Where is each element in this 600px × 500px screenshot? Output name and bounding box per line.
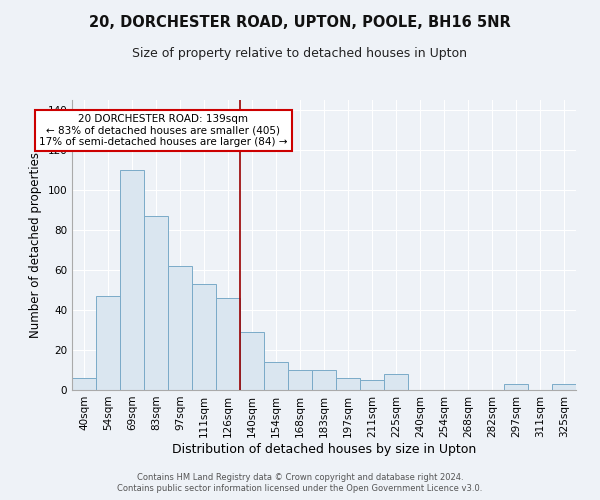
Text: Contains public sector information licensed under the Open Government Licence v3: Contains public sector information licen… xyxy=(118,484,482,493)
Bar xyxy=(240,332,264,390)
Bar xyxy=(168,266,192,390)
Bar xyxy=(120,170,144,390)
Text: 20 DORCHESTER ROAD: 139sqm
← 83% of detached houses are smaller (405)
17% of sem: 20 DORCHESTER ROAD: 139sqm ← 83% of deta… xyxy=(39,114,287,147)
Bar xyxy=(96,296,120,390)
Bar xyxy=(504,384,528,390)
Bar xyxy=(192,284,216,390)
Text: Size of property relative to detached houses in Upton: Size of property relative to detached ho… xyxy=(133,48,467,60)
Bar xyxy=(144,216,168,390)
Bar xyxy=(360,380,384,390)
Bar xyxy=(552,384,576,390)
Bar xyxy=(288,370,312,390)
Text: 20, DORCHESTER ROAD, UPTON, POOLE, BH16 5NR: 20, DORCHESTER ROAD, UPTON, POOLE, BH16 … xyxy=(89,15,511,30)
X-axis label: Distribution of detached houses by size in Upton: Distribution of detached houses by size … xyxy=(172,442,476,456)
Bar xyxy=(72,378,96,390)
Bar xyxy=(384,374,408,390)
Bar xyxy=(264,362,288,390)
Text: Contains HM Land Registry data © Crown copyright and database right 2024.: Contains HM Land Registry data © Crown c… xyxy=(137,472,463,482)
Y-axis label: Number of detached properties: Number of detached properties xyxy=(29,152,42,338)
Bar xyxy=(216,298,240,390)
Bar xyxy=(336,378,360,390)
Bar xyxy=(312,370,336,390)
